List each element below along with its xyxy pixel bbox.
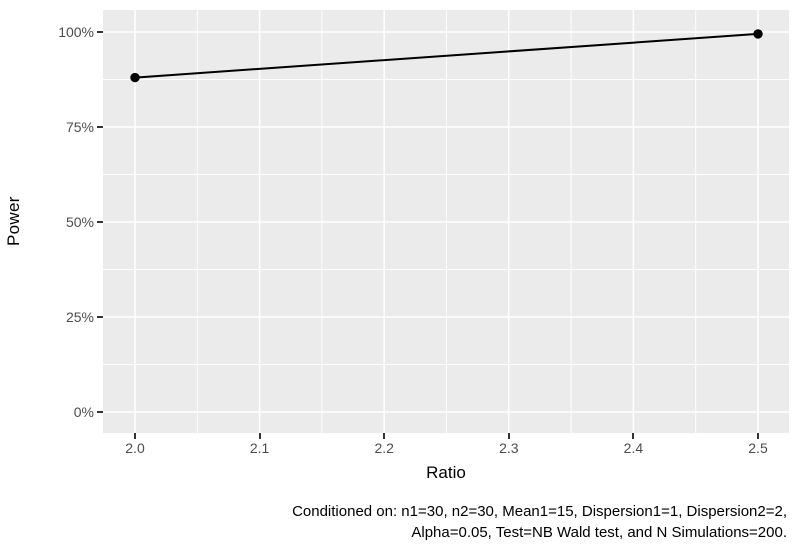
series-line [134,32,759,79]
axis-tick-mark [383,433,386,439]
axis-tick-mark [97,316,103,318]
caption-line-1: Conditioned on: n1=30, n2=30, Mean1=15, … [292,503,787,520]
axis-tick-mark [757,433,759,439]
data-point [130,72,140,83]
y-tick-label-75: 75% [65,119,94,135]
y-tick-label-100: 100% [58,24,94,40]
axis-tick-mark [97,411,103,413]
y-tick-label-0: 0% [73,404,94,420]
x-axis-title: Ratio [426,463,466,482]
x-tick-label-2.4: 2.4 [623,440,644,456]
axis-tick-mark [97,31,103,33]
x-tick-label-2.3: 2.3 [499,440,519,456]
x-tick-label-2.2: 2.2 [374,440,394,456]
data-point [753,29,763,39]
y-tick-label-25: 25% [65,309,94,325]
plot-panel [103,10,789,433]
axis-tick-mark [97,221,103,223]
x-tick-label-2.5: 2.5 [748,440,768,456]
x-tick-label-2.0: 2.0 [125,440,145,456]
axis-tick-mark [97,126,103,128]
plot-canvas [103,10,789,433]
caption-line-2: Alpha=0.05, Test=NB Wald test, and N Sim… [411,524,787,541]
axis-tick-mark [258,433,261,439]
x-tick-label-2.1: 2.1 [249,440,270,456]
axis-tick-mark [134,433,136,439]
axis-tick-mark [507,433,510,439]
y-tick-label-50: 50% [65,214,94,230]
plot-caption: Conditioned on: n1=30, n2=30, Mean1=15, … [27,501,787,543]
axis-tick-mark [632,433,635,439]
